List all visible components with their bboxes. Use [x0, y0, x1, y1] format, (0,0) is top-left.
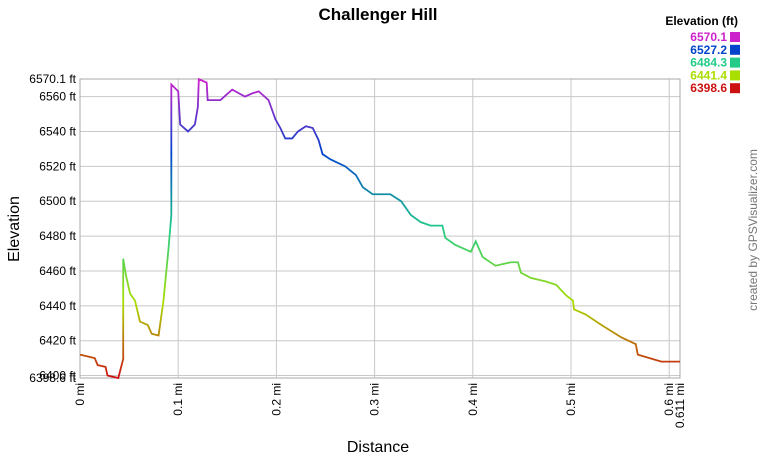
x-tick-label: 0 mi — [73, 383, 87, 406]
y-tick-label: 6400 ft — [39, 369, 76, 383]
legend-swatch — [730, 57, 740, 68]
y-tick-label: 6560 ft — [39, 90, 76, 104]
x-tick-label: 0.2 mi — [269, 383, 283, 416]
y-tick-label: 6570.1 ft — [29, 72, 76, 86]
y-tick-label: 6440 ft — [39, 299, 76, 313]
y-tick-label: 6540 ft — [39, 124, 76, 138]
plot-border — [79, 78, 681, 379]
chart-title: Challenger Hill — [318, 5, 437, 24]
legend-swatch — [730, 44, 740, 55]
legend-title: Elevation (ft) — [665, 14, 738, 28]
y-tick-label: 6398.6 ft — [29, 371, 76, 385]
x-tick-label: 0.5 mi — [564, 383, 578, 416]
legend-swatch — [730, 32, 740, 42]
y-tick-label: 6460 ft — [39, 264, 76, 278]
x-axis-label: Distance — [347, 439, 409, 456]
legend-label: 6398.6 — [690, 81, 727, 95]
y-tick-label: 6520 ft — [39, 159, 76, 173]
legend-swatch — [730, 70, 740, 81]
legend-label: 6527.2 — [690, 43, 727, 57]
legend-label: 6441.4 — [690, 68, 727, 82]
legend-label: 6484.3 — [690, 56, 727, 70]
y-tick-label: 6500 ft — [39, 194, 76, 208]
legend-swatch — [730, 83, 740, 94]
y-tick-label: 6480 ft — [39, 229, 76, 243]
x-tick-label: 0.6 mi — [662, 383, 676, 416]
elevation-line — [79, 77, 680, 380]
x-tick-label: 0.3 mi — [368, 383, 382, 416]
x-tick-label: 0.4 mi — [466, 383, 480, 416]
x-tick-label: 0.611 mi — [673, 383, 687, 428]
legend-label: 6570.1 — [690, 30, 727, 44]
credit: created by GPSVisualizer.com — [746, 149, 760, 311]
y-tick-label: 6420 ft — [39, 334, 76, 348]
x-tick-label: 0.1 mi — [171, 383, 185, 416]
y-axis-label: Elevation — [6, 196, 23, 262]
